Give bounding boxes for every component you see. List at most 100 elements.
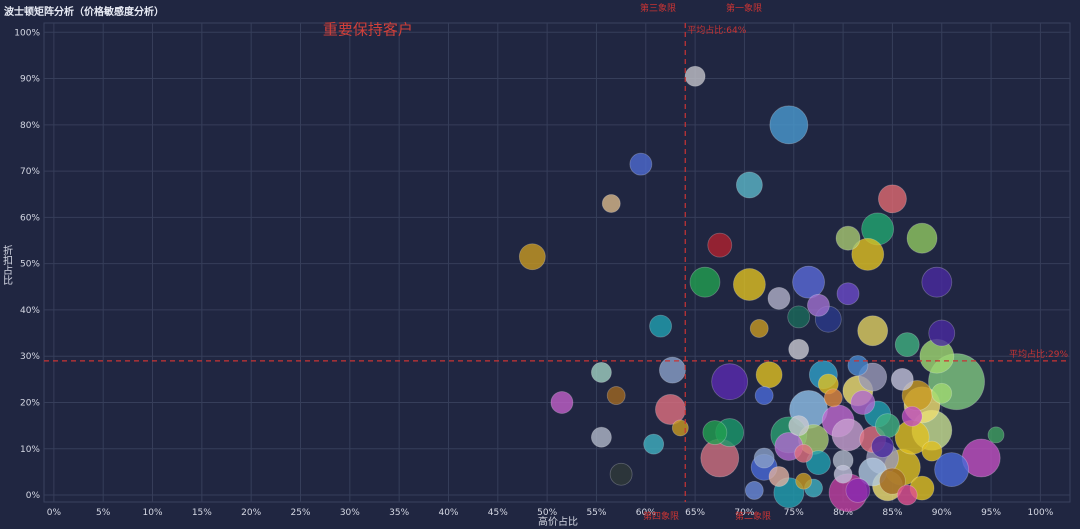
chart-title: 波士顿矩阵分析（价格敏感度分析）: [4, 7, 164, 18]
bubble-point: [768, 466, 790, 487]
bubble-point: [671, 419, 689, 437]
bubble-point: [707, 232, 733, 258]
bubble-point: [788, 415, 810, 437]
quadrant-label-bottom-left: 第四象限: [643, 510, 679, 522]
bubble-point: [684, 65, 706, 87]
bubble-point: [879, 467, 906, 495]
y-tick-label: 30%: [20, 352, 40, 362]
y-tick-label: 0%: [26, 491, 41, 501]
bubble-point: [845, 478, 871, 503]
bubble-point: [806, 450, 831, 476]
bubble-point: [744, 481, 764, 500]
bubble-point: [629, 152, 653, 176]
bubble-point: [835, 225, 861, 251]
bubble-point: [890, 367, 914, 391]
bubbles: [518, 65, 1005, 513]
bubble-point: [896, 484, 918, 506]
y-axis-title: 折扣占比: [1, 244, 13, 285]
bubble-point: [833, 464, 853, 484]
bubble-point: [792, 265, 825, 299]
quadrant-label-top-right: 第一象限: [726, 2, 762, 14]
quadrant-label-top-left: 第三象限: [640, 2, 676, 14]
bubble-point: [590, 362, 612, 383]
x-tick-label: 35%: [389, 508, 409, 518]
bubble-point: [921, 266, 953, 298]
x-tick-label: 25%: [290, 508, 310, 518]
bubble-point: [649, 314, 672, 338]
bubble-point: [754, 386, 774, 405]
bubble-point: [823, 388, 843, 408]
bubble-point: [901, 405, 923, 427]
bubble-point: [732, 268, 766, 301]
y-tick-label: 40%: [20, 306, 40, 316]
bubble-point: [550, 391, 574, 414]
bubble-point: [931, 382, 953, 404]
x-tick-label: 100%: [1028, 508, 1054, 518]
x-tick-label: 40%: [438, 508, 458, 518]
bubble-point: [857, 315, 889, 347]
reference-lines: [44, 23, 1070, 502]
y-tick-label: 10%: [20, 445, 40, 455]
x-tick-label: 50%: [537, 508, 557, 518]
bubble-point: [735, 171, 763, 199]
bubble-point: [787, 305, 811, 329]
bubble-point: [702, 420, 728, 445]
x-tick-label: 90%: [932, 508, 952, 518]
x-tick-label: 75%: [784, 508, 804, 518]
bubble-point: [590, 426, 612, 448]
avg-x-label: 平均占比:64%: [687, 24, 746, 36]
x-tick-label: 65%: [685, 508, 705, 518]
bubble-point: [871, 435, 894, 458]
bubble-point: [755, 361, 783, 389]
x-tick-label: 45%: [488, 508, 508, 518]
bubble-point: [847, 355, 869, 376]
x-axis-title: 高价占比: [538, 515, 578, 528]
x-tick-label: 15%: [192, 508, 212, 518]
bubble-point: [767, 286, 791, 310]
x-tick-label: 60%: [636, 508, 656, 518]
plot-area: [43, 22, 1071, 503]
bubble-point: [643, 433, 665, 455]
x-tick-label: 20%: [241, 508, 261, 518]
bubble-point: [836, 282, 860, 306]
y-tick-label: 60%: [20, 213, 40, 223]
x-tick-label: 10%: [143, 508, 163, 518]
x-tick-labels: 0% 5% 10% 15% 20% 25% 30% 35% 40% 45% 50% 55% 60% 65%…: [47, 508, 1054, 518]
bubble-point: [753, 447, 775, 469]
x-tick-label: 85%: [882, 508, 902, 518]
bubble-point: [934, 452, 970, 488]
bubble-point: [769, 105, 809, 145]
bubble-point: [987, 426, 1005, 444]
y-tick-label: 20%: [20, 398, 40, 408]
y-tick-label: 50%: [20, 260, 40, 270]
quadrant-label-bottom-right: 第二象限: [735, 510, 771, 522]
avg-y-label: 平均占比:29%: [1009, 348, 1068, 360]
bubble-point: [609, 462, 633, 486]
bubble-point: [689, 266, 721, 298]
x-tick-label: 80%: [833, 508, 853, 518]
bubble-point: [795, 472, 813, 490]
bubble-point: [788, 338, 810, 360]
bubble-point: [928, 319, 956, 347]
y-tick-label: 90%: [20, 75, 40, 85]
bubble-point: [831, 418, 865, 452]
bubble-point: [659, 356, 686, 384]
annotation-important-keep: 重要保持客户: [323, 20, 413, 38]
x-tick-label: 0%: [47, 508, 62, 518]
y-tick-labels: 0% 10% 20% 30% 40% 50% 60% 70% 80% 90% 100%: [14, 28, 40, 501]
bubble-point: [921, 440, 943, 462]
bubble-point: [601, 194, 621, 213]
x-tick-label: 30%: [340, 508, 360, 518]
grid: [44, 23, 1070, 502]
x-tick-label: 70%: [734, 508, 754, 518]
x-tick-label: 55%: [586, 508, 606, 518]
bubble-point: [875, 413, 900, 439]
bubble-point: [878, 184, 907, 214]
bubble-point: [711, 363, 749, 401]
bubble-point: [518, 243, 546, 271]
bubble-point: [606, 386, 626, 405]
x-tick-label: 95%: [981, 508, 1001, 518]
bubble-point: [807, 293, 830, 317]
y-tick-label: 100%: [14, 28, 40, 38]
